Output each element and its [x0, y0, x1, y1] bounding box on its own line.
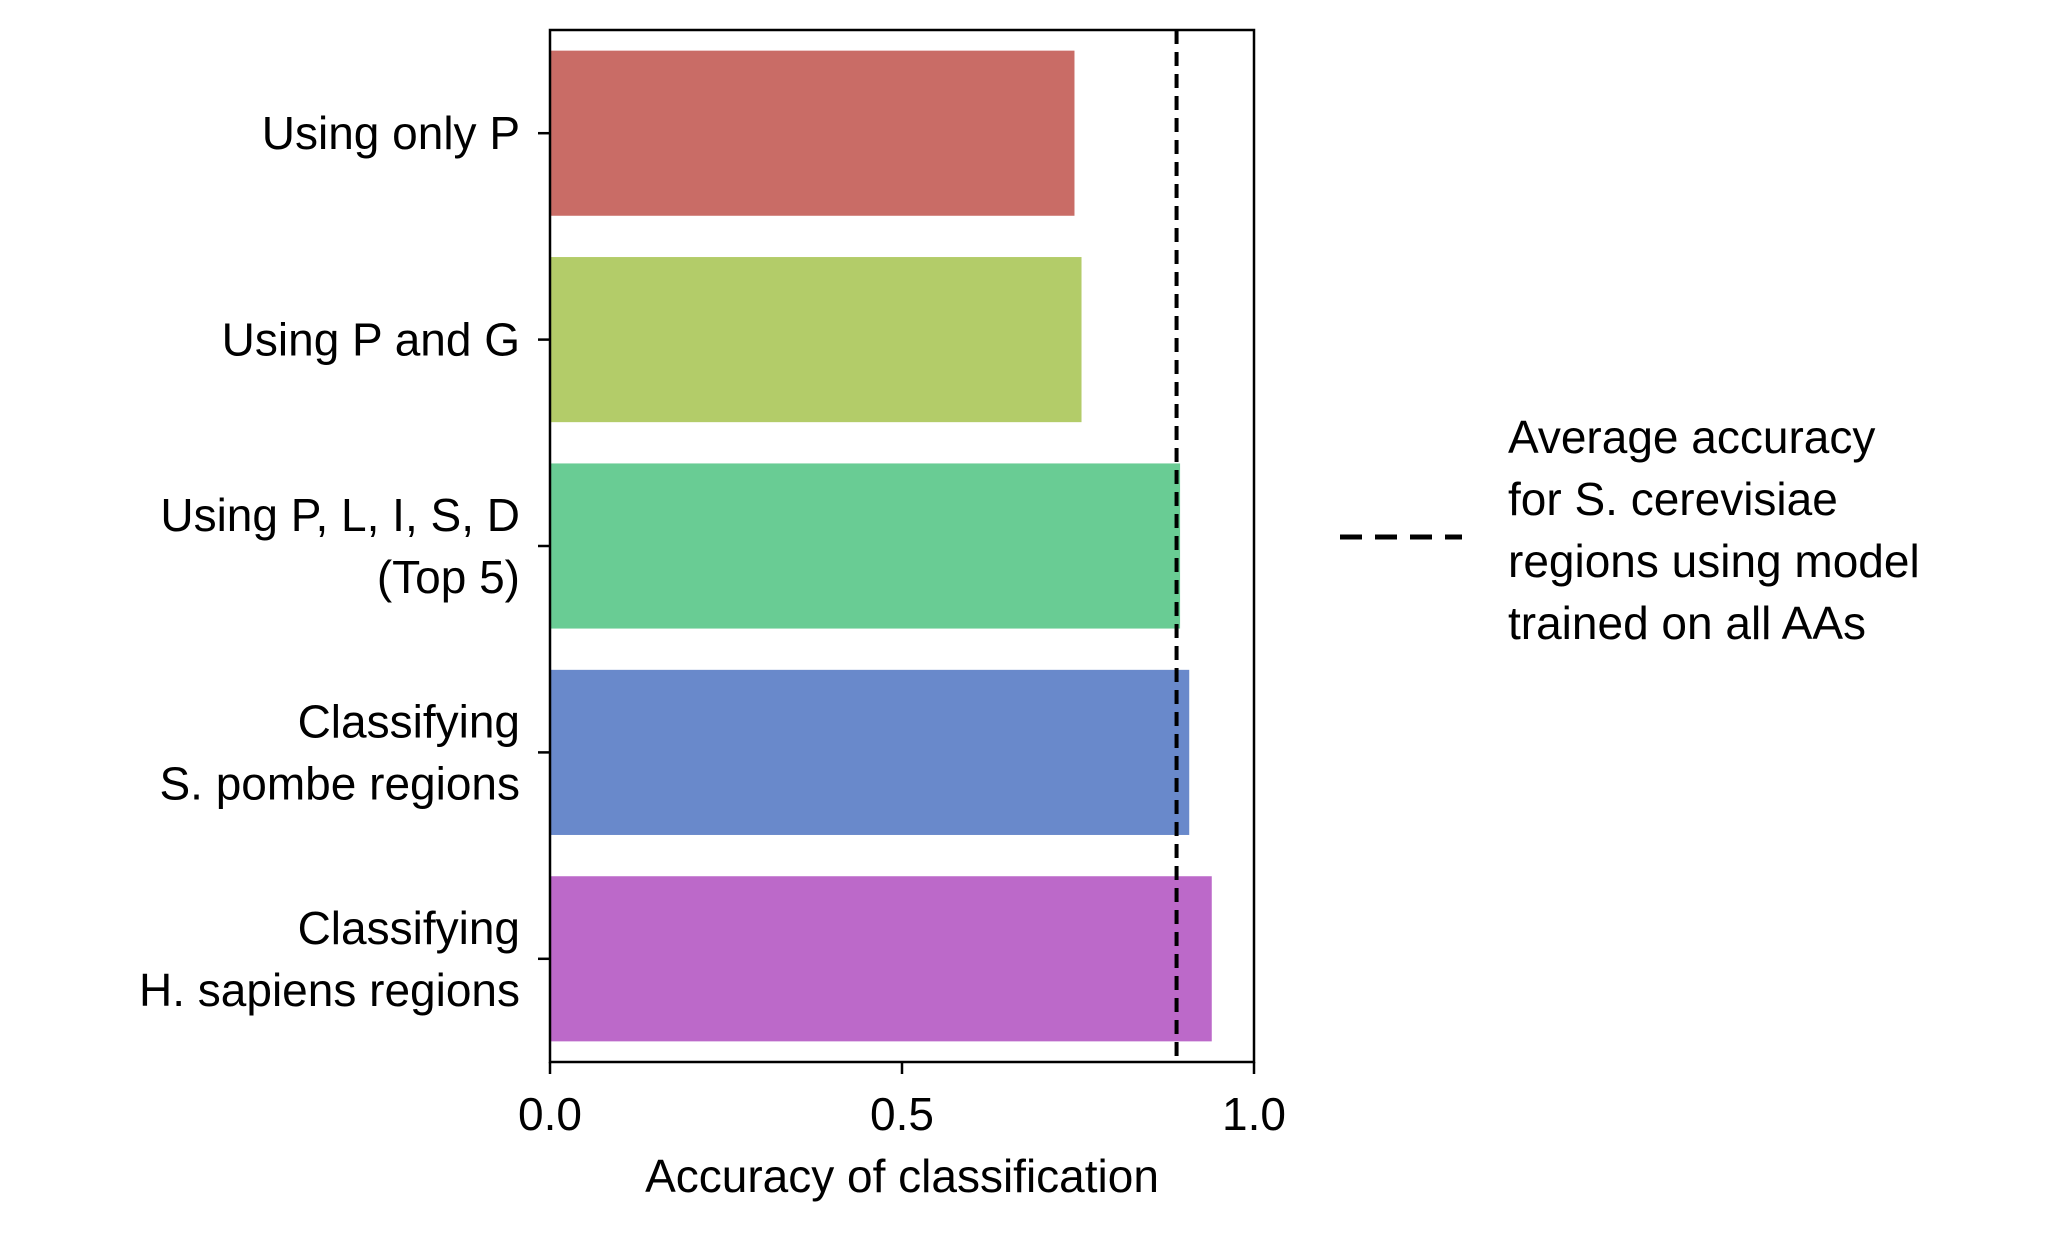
legend-label-line-1: Average accuracy: [1508, 411, 1875, 463]
y-tick-label-3-line-1: Using P, L, I, S, D: [160, 489, 520, 541]
y-tick-label-4-line-1: Classifying: [298, 695, 520, 747]
bar-5: [550, 876, 1212, 1042]
y-tick-label-2: Using P and G: [222, 314, 520, 366]
legend-label-line-3: regions using model: [1508, 535, 1920, 587]
x-tick-label-3: 1.0: [1222, 1088, 1286, 1140]
y-tick-label-5-line-1: Classifying: [298, 902, 520, 954]
bar-4: [550, 669, 1190, 835]
legend-label-line-2: for S. cerevisiae: [1508, 473, 1838, 525]
bar-2: [550, 257, 1082, 423]
legend-label-line-4: trained on all AAs: [1508, 597, 1866, 649]
y-tick-label-3-line-2: (Top 5): [377, 551, 520, 603]
y-tick-label-5-line-2: H. sapiens regions: [139, 964, 520, 1016]
axes-layer: Using only P Using P and G Using P, L, I, …: [139, 28, 1286, 1202]
x-tick-label-2: 0.5: [870, 1088, 934, 1140]
legend: Average accuracy for S. cerevisiae regions…: [1340, 411, 1920, 649]
bar-3: [550, 463, 1181, 629]
x-axis-title: Accuracy of classification: [645, 1150, 1159, 1202]
y-tick-label-1: Using only P: [262, 107, 520, 159]
bar-1: [550, 50, 1075, 216]
bars-layer: [550, 50, 1212, 1042]
y-tick-label-4-line-2: S. pombe regions: [159, 757, 520, 809]
x-tick-label-1: 0.0: [518, 1088, 582, 1140]
